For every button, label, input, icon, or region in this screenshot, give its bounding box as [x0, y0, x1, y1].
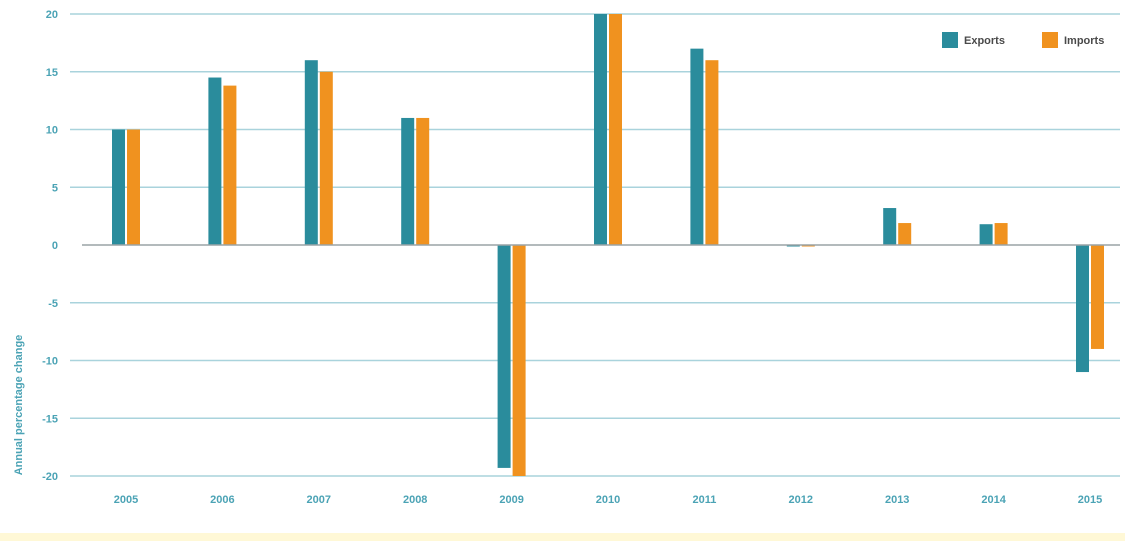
bar-exports-2006 — [208, 77, 222, 246]
x-tick-label: 2009 — [499, 494, 523, 506]
x-tick-label: 2011 — [692, 494, 716, 506]
bar-exports-2009 — [497, 245, 511, 468]
x-tick-label: 2008 — [403, 494, 427, 506]
bar-imports-2008 — [416, 117, 430, 245]
bar-imports-2006 — [223, 85, 237, 245]
y-tick-label: 5 — [52, 182, 58, 194]
bar-exports-2011 — [690, 48, 704, 246]
y-tick-label: 15 — [46, 67, 58, 79]
y-tick-label: -20 — [42, 471, 58, 483]
bar-imports-2005 — [127, 129, 140, 245]
legend-swatch-exports — [942, 32, 958, 48]
y-tick-label: 0 — [52, 240, 58, 252]
bar-exports-2010 — [594, 14, 607, 245]
bar-imports-2014 — [994, 223, 1008, 245]
x-tick-label: 2010 — [596, 494, 620, 506]
x-tick-label: 2014 — [981, 494, 1006, 506]
x-tick-label: 2012 — [789, 494, 813, 506]
bar-imports-2015 — [1091, 245, 1104, 349]
bar-imports-2007 — [319, 71, 333, 245]
y-tick-label: -10 — [42, 356, 58, 368]
y-tick-labels: 20 15 10 5 0 -5 -10 -15 -20 — [42, 9, 58, 483]
legend-label-imports: Imports — [1064, 35, 1104, 47]
x-tick-labels: 2005 2006 2007 2008 2009 2010 2011 2012 2013 2014… — [114, 494, 1102, 506]
bar-imports-2010 — [609, 14, 622, 245]
y-tick-label: -5 — [48, 298, 58, 310]
bar-imports-2013 — [898, 223, 912, 245]
x-tick-label: 2013 — [885, 494, 909, 506]
x-tick-label: 2015 — [1078, 494, 1102, 506]
legend-swatch-imports — [1042, 32, 1058, 48]
y-tick-label: 20 — [46, 9, 58, 21]
x-tick-label: 2005 — [114, 494, 138, 506]
bottom-strip — [0, 533, 1125, 541]
bar-exports-2014 — [979, 224, 993, 245]
y-tick-label: -15 — [42, 413, 58, 425]
bar-imports-2009 — [512, 245, 526, 476]
bars — [112, 14, 1104, 476]
x-tick-label: 2007 — [307, 494, 331, 506]
bar-exports-2005 — [112, 129, 125, 245]
legend: Exports Imports — [942, 32, 1104, 48]
bar-exports-2007 — [304, 60, 318, 246]
y-tick-label: 10 — [46, 125, 58, 137]
y-axis-title: Annual percentage change — [13, 335, 25, 476]
bar-exports-2015 — [1076, 245, 1089, 373]
bar-imports-2011 — [705, 60, 719, 246]
bar-exports-2008 — [401, 117, 415, 245]
x-tick-label: 2006 — [210, 494, 234, 506]
bar-exports-2013 — [883, 208, 897, 245]
legend-label-exports: Exports — [964, 35, 1005, 47]
